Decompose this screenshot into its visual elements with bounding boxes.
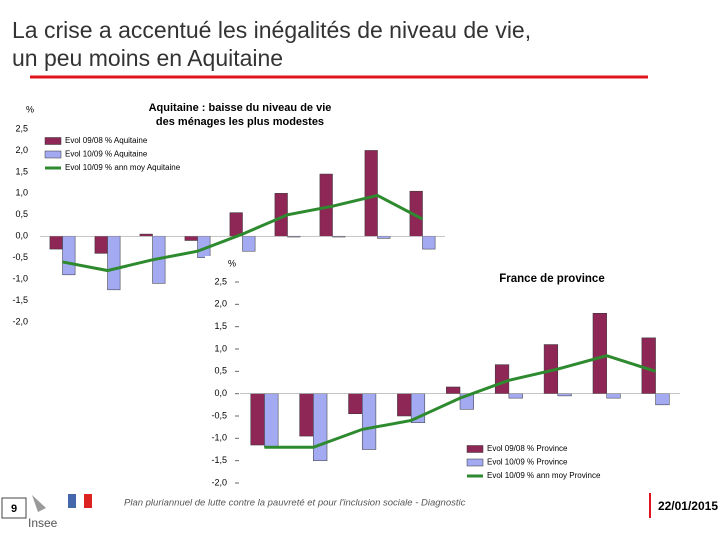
date: 22/01/2015: [658, 499, 718, 513]
legend-swatch: [44, 137, 62, 145]
bar: [313, 393, 328, 461]
footer: Plan pluriannuel de lutte contre la pauv…: [124, 498, 466, 509]
legend-label: Evol 10/09 % Aquitaine: [65, 150, 148, 159]
page-box: [1, 497, 27, 519]
bar: [606, 393, 621, 399]
legend-label: Evol 09/08 % Aquitaine: [65, 136, 148, 145]
y-axis-label: %: [228, 258, 236, 268]
bar: [139, 233, 153, 237]
legend-label: Evol 10/09 % ann moy Aquitaine: [65, 163, 181, 172]
bar: [655, 393, 670, 406]
bar: [242, 235, 256, 252]
page-number: 9: [11, 503, 17, 515]
y-tick-label: -1,5: [12, 295, 28, 305]
y-axis-label: %: [26, 104, 34, 114]
chart-title: France de province: [499, 273, 604, 285]
bar: [299, 393, 314, 437]
legend-swatch: [44, 150, 62, 159]
legend-label: Evol 09/08 % Province: [487, 444, 568, 453]
legend-swatch: [466, 445, 484, 453]
y-tick-label: 0,0: [214, 388, 227, 398]
bar: [397, 393, 412, 417]
bar: [49, 235, 63, 250]
bar: [446, 386, 461, 394]
bar: [264, 393, 279, 448]
y-tick-label: -2,0: [211, 477, 227, 487]
charts: Aquitaine : baisse du niveau de vie des m…: [12, 102, 695, 492]
y-tick-label: 1,5: [214, 321, 227, 331]
line: [62, 193, 424, 273]
y-tick-label: 0,5: [15, 209, 28, 219]
slide-title: La crise a accentué les inégalités de ni…: [12, 17, 531, 43]
y-tick-label: -0,5: [211, 410, 227, 420]
bar: [508, 393, 523, 399]
y-tick-label: -1,0: [211, 433, 227, 443]
chart-title: Aquitaine : baisse du niveau de vie: [149, 102, 332, 114]
bar: [229, 212, 243, 237]
logo: Insee: [28, 516, 58, 530]
line: [264, 354, 657, 449]
y-tick-label: 0,5: [214, 366, 227, 376]
y-tick-label: 1,0: [15, 188, 28, 198]
y-tick-label: 2,5: [214, 276, 227, 286]
y-tick-label: 0,0: [15, 231, 28, 241]
legend-swatch: [466, 458, 484, 467]
bar: [494, 364, 510, 394]
bar: [377, 235, 391, 239]
y-tick-label: 2,0: [15, 145, 28, 155]
legend-label: Evol 10/09 % Province: [487, 458, 568, 467]
chart: Aquitaine : baisse du niveau de vie des m…: [12, 102, 445, 326]
emblem: [76, 494, 84, 508]
bar: [641, 337, 656, 394]
bar: [364, 150, 378, 237]
emblem: [84, 494, 92, 508]
y-tick-label: 2,5: [15, 123, 28, 133]
chart-background: [205, 256, 695, 492]
bar: [361, 393, 377, 450]
chart: France de province% -2,0 -1,5 -1,0 -0,5 0,0 0,…: [205, 256, 695, 492]
y-tick-label: -0,5: [12, 252, 28, 262]
chart-title: des ménages les plus modestes: [156, 116, 324, 128]
bar: [184, 235, 198, 241]
logo-mark: [32, 495, 46, 512]
bar: [592, 313, 607, 394]
bar: [62, 235, 76, 276]
y-tick-label: 1,5: [15, 166, 28, 176]
slide-title: un peu moins en Aquitaine: [12, 45, 283, 71]
bar: [348, 393, 363, 415]
bar: [422, 235, 436, 250]
y-tick-label: 2,0: [214, 299, 227, 309]
y-tick-label: -1,0: [12, 273, 28, 283]
bar: [250, 393, 265, 446]
legend-label: Evol 10/09 % ann moy Province: [487, 471, 601, 480]
bar: [557, 393, 572, 397]
y-tick-label: -1,5: [211, 455, 227, 465]
bar: [107, 235, 121, 291]
bar: [94, 235, 108, 254]
y-tick-label: -2,0: [12, 316, 28, 326]
y-tick-label: 1,0: [214, 343, 227, 353]
